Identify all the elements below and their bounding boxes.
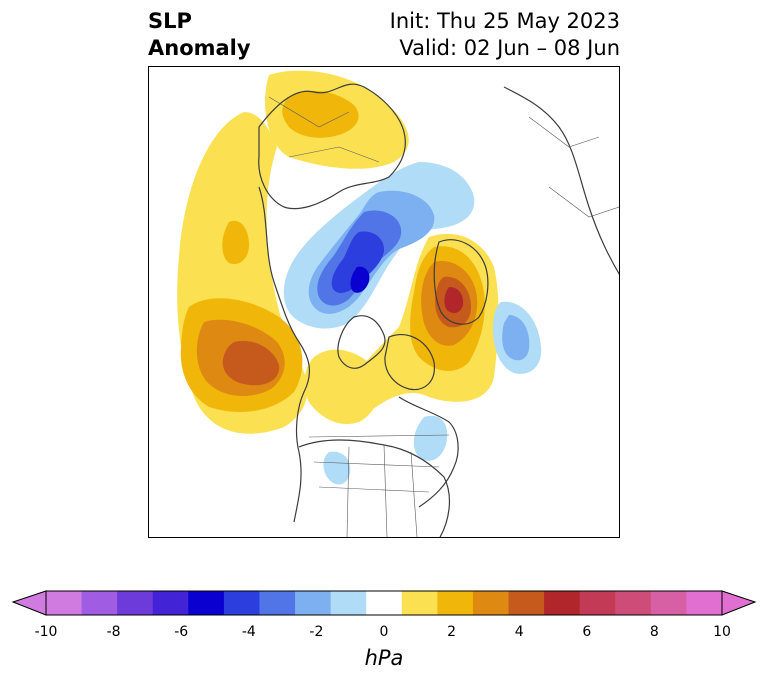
colorbar-tick-label: -10	[34, 624, 58, 640]
political-borders	[268, 96, 619, 537]
colorbar	[11, 590, 757, 616]
colorbar-tick-label: 6	[582, 624, 592, 640]
colorbar-segment	[223, 591, 260, 615]
map-title: SLP Anomaly	[148, 8, 251, 62]
colorbar-tick-label: 8	[649, 624, 659, 640]
negative-anomaly-contours	[283, 162, 542, 485]
colorbar-tick-label: 4	[514, 624, 524, 640]
colorbar-segment	[437, 591, 474, 615]
colorbar-segment	[686, 591, 723, 615]
colorbar-tick-label: -4	[241, 624, 256, 640]
valid-range: Valid: 02 Jun – 08 Jun	[399, 36, 620, 60]
colorbar-segment	[152, 591, 189, 615]
colorbar-tick-label: 2	[447, 624, 457, 640]
colorbar-tick-label: 0	[379, 624, 389, 640]
colorbar-segment	[544, 591, 581, 615]
colorbar-segment	[650, 591, 687, 615]
colorbar-tick-label: -6	[174, 624, 189, 640]
colorbar-tick-labels: -10 -8 -6 -4 -2 0 2 4 6 8 10	[0, 624, 768, 644]
positive-anomaly-contours	[177, 70, 499, 434]
title-field: Anomaly	[148, 36, 251, 60]
colorbar-segment	[188, 591, 225, 615]
colorbar-segment	[295, 591, 332, 615]
run-info: Init: Thu 25 May 2023 Valid: 02 Jun – 08…	[390, 8, 620, 62]
colorbar-segment	[259, 591, 296, 615]
colorbar-segment	[472, 591, 510, 615]
colorbar-segment	[508, 591, 545, 615]
colorbar-underflow-arrow	[11, 590, 47, 616]
colorbar-segment	[615, 591, 652, 615]
colorbar-outline	[45, 590, 723, 616]
anomaly-map	[177, 70, 619, 537]
colorbar-segment	[81, 591, 118, 615]
title-variable: SLP	[148, 9, 192, 33]
colorbar-overflow-arrow	[721, 590, 757, 616]
colorbar-segment	[46, 591, 83, 615]
colorbar-segment	[401, 591, 438, 615]
map-panel	[148, 66, 620, 538]
colorbar-tick-label: 10	[713, 624, 731, 640]
init-date: Init: Thu 25 May 2023	[389, 9, 620, 33]
colorbar-tick-label: -2	[309, 624, 324, 640]
colorbar-segment	[330, 591, 367, 615]
colorbar-segment	[117, 591, 154, 615]
colorbar-tick-label: -8	[106, 624, 121, 640]
colorbar-unit: hPa	[364, 646, 404, 670]
coastline-outlines	[258, 83, 619, 537]
colorbar-segment	[366, 591, 403, 615]
colorbar-segment	[579, 591, 616, 615]
